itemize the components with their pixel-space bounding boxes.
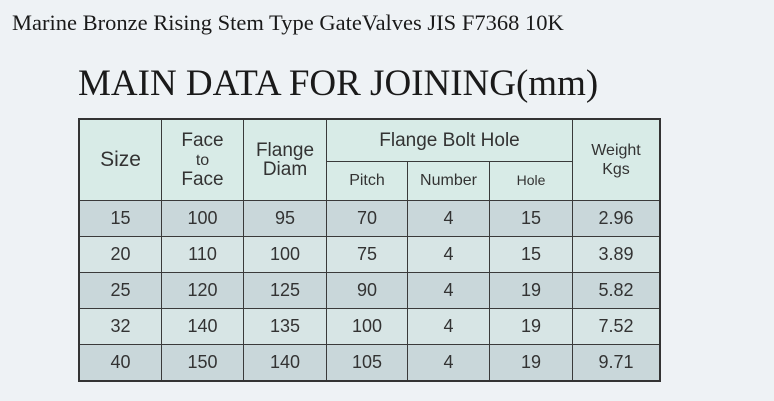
table-cell: 19: [489, 271, 573, 309]
document-title: Marine Bronze Rising Stem Type GateValve…: [12, 10, 564, 35]
table-cell: 110: [161, 235, 244, 273]
table-cell: 15: [489, 199, 573, 237]
table-row: 40 150 140 105 4 19 9.71: [78, 343, 661, 381]
header-hole: Hole: [489, 160, 573, 201]
table-cell: 5.82: [572, 271, 661, 309]
section-heading: MAIN DATA FOR JOINING(mm): [78, 63, 599, 104]
table-cell: 7.52: [572, 307, 661, 345]
table-cell: 20: [78, 235, 162, 273]
header-face-to-face: Face to Face: [161, 118, 244, 201]
table-cell: 95: [243, 199, 327, 237]
table-cell: 15: [489, 235, 573, 273]
table-cell: 4: [407, 343, 490, 381]
header-size: Size: [78, 118, 162, 201]
joining-data-table: Size Face to Face Flange Diam Flange Bol…: [78, 118, 661, 382]
table-cell: 105: [326, 343, 408, 381]
table-cell: 25: [78, 271, 162, 309]
table-cell: 100: [243, 235, 327, 273]
table-cell: 100: [326, 307, 408, 345]
table-cell: 125: [243, 271, 327, 309]
header-text: Weight: [591, 141, 641, 159]
table-cell: 4: [407, 307, 490, 345]
table-cell: 32: [78, 307, 162, 345]
table-cell: 4: [407, 235, 490, 273]
table-cell: 9.71: [572, 343, 661, 381]
table-cell: 75: [326, 235, 408, 273]
table-row: 32 140 135 100 4 19 7.52: [78, 307, 661, 345]
header-pitch: Pitch: [326, 160, 408, 201]
header-text: Diam: [262, 158, 308, 180]
header-flange-bolt-hole: Flange Bolt Hole: [326, 118, 573, 162]
table-cell: 3.89: [572, 235, 661, 273]
table-cell: 19: [489, 343, 573, 381]
table-cell: 15: [78, 199, 162, 237]
table-cell: 140: [161, 307, 244, 345]
table-cell: 100: [161, 199, 244, 237]
header-text: Face: [181, 168, 224, 190]
table-cell: 4: [407, 271, 490, 309]
table-cell: 150: [161, 343, 244, 381]
header-text: to: [195, 151, 210, 169]
table-cell: 90: [326, 271, 408, 309]
table-row: 20 110 100 75 4 15 3.89: [78, 235, 661, 273]
table-cell: 140: [243, 343, 327, 381]
header-text: Face: [181, 129, 224, 151]
table-row: 25 120 125 90 4 19 5.82: [78, 271, 661, 309]
header-text: Flange: [255, 139, 315, 161]
table-cell: 2.96: [572, 199, 661, 237]
table-cell: 135: [243, 307, 327, 345]
table-cell: 19: [489, 307, 573, 345]
table-cell: 70: [326, 199, 408, 237]
header-weight: Weight Kgs: [572, 118, 661, 201]
header-flange-diam: Flange Diam: [243, 118, 327, 201]
table-row: 15 100 95 70 4 15 2.96: [78, 199, 661, 237]
header-number: Number: [407, 160, 490, 201]
table-cell: 120: [161, 271, 244, 309]
table-cell: 4: [407, 199, 490, 237]
table-cell: 40: [78, 343, 162, 381]
header-text: Kgs: [602, 160, 630, 178]
